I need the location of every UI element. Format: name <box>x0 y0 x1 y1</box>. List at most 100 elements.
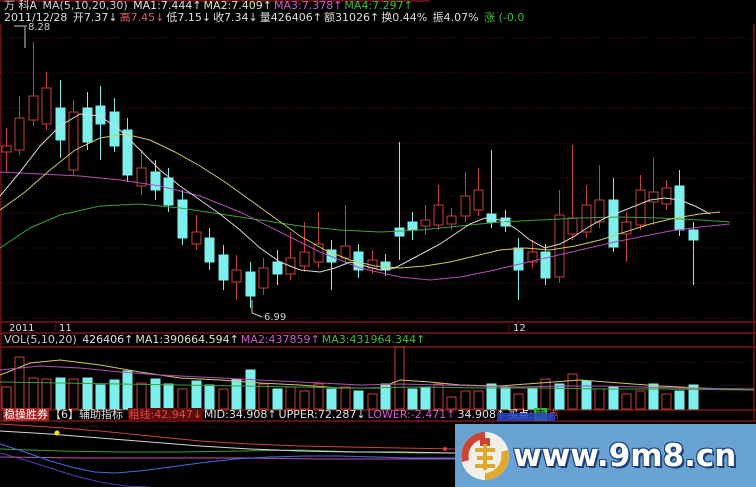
volume-bar <box>513 393 524 410</box>
candle-body <box>41 87 52 125</box>
text-segment: 收7.34↓ <box>213 11 258 24</box>
volume-bar <box>95 384 106 410</box>
volume-bar <box>82 377 93 410</box>
text-segment: 万 科A <box>4 0 41 12</box>
volume-bar <box>661 393 672 410</box>
text-segment: MA1:390664.594↑ <box>135 333 239 346</box>
blue-link-mark <box>497 413 555 421</box>
candle-body <box>460 195 471 217</box>
volume-bar <box>14 356 25 410</box>
indicator-line-green <box>0 448 455 454</box>
candle-body <box>688 229 699 241</box>
text-segment: 量426406↑ <box>259 11 322 24</box>
volume-bar <box>109 379 120 410</box>
text-segment: 粗线:42.947↓ <box>127 408 203 421</box>
volume-bar <box>353 390 364 410</box>
candle-body <box>394 227 405 237</box>
volume-bar <box>204 384 215 410</box>
candle-body <box>272 261 283 275</box>
volume-bar <box>486 383 497 410</box>
candle-body <box>258 267 269 289</box>
price-ma-white <box>0 113 711 273</box>
price-high-label: 8.28 <box>28 22 50 33</box>
volume-bar <box>500 386 511 410</box>
text-segment: MID:34.908↑ <box>203 408 277 421</box>
candle-body <box>608 199 619 248</box>
price-ma-yellow <box>0 133 721 269</box>
text-segment: 34.908↑ <box>457 408 506 421</box>
text-segment: VOL(5,10,20) <box>4 333 81 346</box>
candle-body <box>299 251 310 267</box>
text-segment: MA(5,10,20,30) <box>42 0 132 12</box>
text-segment: MA2:7.409↑ <box>203 0 272 12</box>
volume-bar <box>299 390 310 410</box>
candle-body <box>218 254 229 281</box>
volume-bar <box>394 346 405 410</box>
text-segment: 2011/12/28 <box>4 11 71 24</box>
volume-bar <box>473 390 484 410</box>
volume-bar <box>674 390 685 410</box>
volume-bar <box>648 383 659 410</box>
watermark-logo-icon <box>461 431 509 480</box>
candle-body <box>55 107 66 141</box>
volume-bar <box>150 378 161 410</box>
volume-bar <box>567 373 578 410</box>
watermark-url: www.9m8.cn <box>513 437 737 474</box>
volume-bar <box>460 390 471 410</box>
volume-bar <box>177 388 188 410</box>
quote-header-line1: 万 科A MA(5,10,20,30) MA1:7.444↑ MA2:7.409↑… <box>3 0 414 12</box>
volume-bar <box>1 386 12 410</box>
candle-body <box>122 129 133 176</box>
volume-bar <box>527 388 538 410</box>
text-segment: 换0.44% <box>381 11 431 24</box>
quote-header-line2: 2011/12/28 开7.37↓ 高7.45↓ 低7.15↓ 收7.34↓ 量4264… <box>3 12 525 24</box>
volume-bar <box>367 393 378 410</box>
time-axis[interactable]: 2011 11 12 <box>0 323 756 334</box>
volume-bar <box>272 388 283 410</box>
volume-bar <box>407 388 418 410</box>
candle-body <box>661 187 672 205</box>
candle-body <box>473 189 484 211</box>
indicator-signal-dot <box>443 447 447 451</box>
text-segment: 开7.37↓ <box>72 11 118 24</box>
candle-body <box>567 217 578 235</box>
volume-bar <box>608 386 619 410</box>
candle-body <box>82 107 93 143</box>
volume-bar <box>420 386 431 410</box>
candle-body <box>136 167 147 187</box>
volume-bar <box>688 384 699 410</box>
price-ma-green <box>0 203 731 249</box>
axis-label: 2011 <box>9 323 35 334</box>
candle-body <box>28 95 39 121</box>
watermark-banner: www.9m8.cn <box>455 424 756 487</box>
volume-bar <box>41 378 52 410</box>
candle-body <box>540 251 551 279</box>
text-segment: UPPER:72.287↓ <box>278 408 366 421</box>
volume-bar <box>540 378 551 410</box>
volume-bar <box>340 386 351 410</box>
candle-body <box>177 199 188 239</box>
indicator-line-magenta <box>0 456 455 460</box>
candle-body <box>163 177 174 206</box>
volume-bar <box>136 382 147 410</box>
text-segment: MA3:7.378↑ <box>273 0 343 12</box>
text-segment: MA3:431964.344↑ <box>321 333 426 346</box>
text-segment: 稳操胜券 <box>3 408 49 421</box>
volume-ma-magenta <box>0 365 755 390</box>
indicator-line-red <box>0 423 456 450</box>
volume-bar <box>635 390 646 410</box>
candle-body <box>191 231 202 245</box>
volume-bar <box>621 393 632 410</box>
candle-body <box>635 189 646 226</box>
indicator-line-blue <box>0 443 455 474</box>
price-low-label-line <box>251 312 263 318</box>
axis-label: 12 <box>513 323 526 334</box>
candle-body <box>109 111 120 147</box>
volume-bar <box>433 383 444 410</box>
axis-label: 11 <box>59 323 72 334</box>
text-segment: MA4:7.297↑ <box>344 0 413 12</box>
volume-bar <box>554 383 565 410</box>
volume-bar <box>245 369 256 410</box>
